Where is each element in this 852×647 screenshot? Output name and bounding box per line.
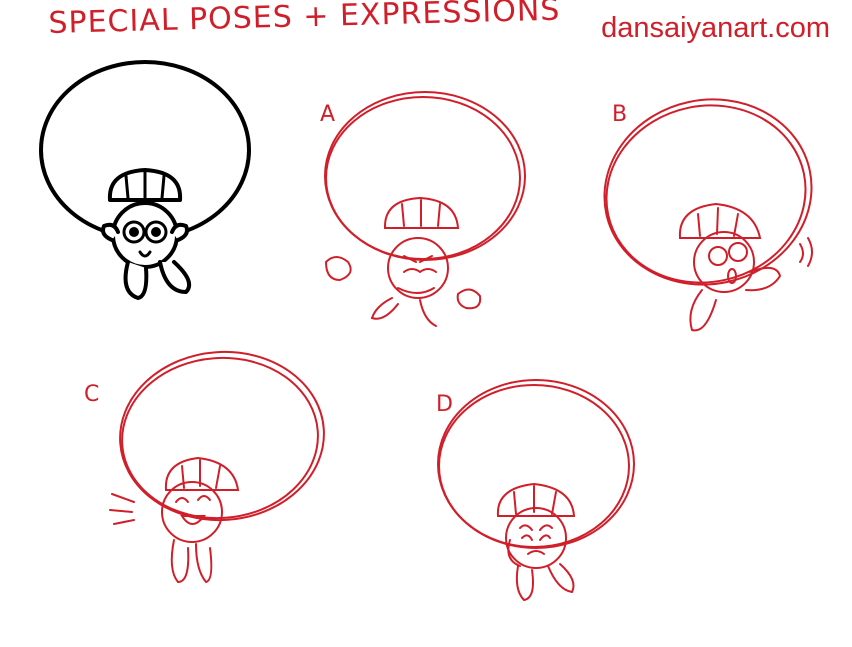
panel-label-a: A — [320, 102, 336, 127]
character-sketch-c-laughing — [109, 350, 325, 584]
panel-label-b: B — [612, 102, 628, 127]
character-sketch-b-shocked — [603, 98, 813, 332]
character-sketch-a-angry — [324, 91, 526, 327]
panel-label-c: C — [84, 382, 100, 407]
character-sketch-d-worried — [437, 379, 635, 602]
character-final-surprised — [39, 60, 251, 300]
website-credit: dansaiyanart.com — [601, 12, 830, 44]
panel-label-d: D — [436, 392, 453, 417]
